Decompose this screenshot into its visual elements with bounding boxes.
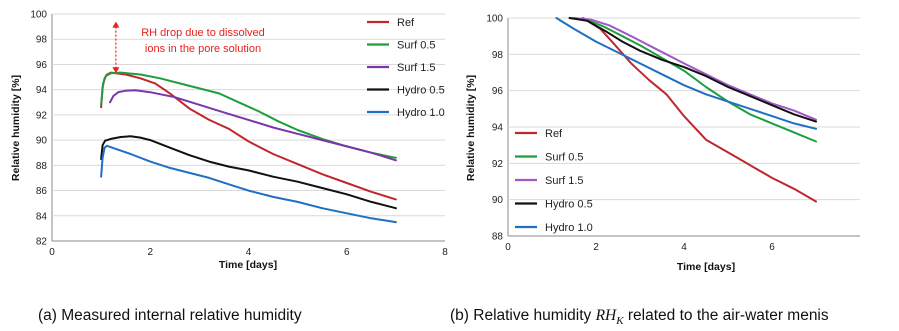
chart-a-y-tick-94: 94 [36, 85, 48, 96]
chart-b-legend-label-ref: Ref [545, 128, 563, 140]
chart-a-legend-label-hydro-1-0: Hydro 1.0 [397, 107, 445, 119]
chart-a-x-label: Time [days] [219, 259, 277, 271]
chart-b-x-tick-0: 0 [505, 242, 511, 253]
chart-a-y-tick-100: 100 [30, 10, 47, 21]
chart-a-y-tick-88: 88 [36, 161, 48, 172]
caption-a: (a) Measured internal relative humidity [38, 307, 302, 324]
chart-b-y-tick-100: 100 [486, 14, 503, 25]
chart-a-x-tick-2: 2 [147, 247, 153, 258]
chart-b-legend-label-hydro-1-0: Hydro 1.0 [545, 222, 593, 234]
chart-a-y-tick-90: 90 [36, 136, 48, 147]
chart-a-y-tick-84: 84 [36, 211, 48, 222]
chart-b-y-label: Relative humidity [%] [465, 75, 477, 181]
chart-a-series-hydro-1-0 [100, 144, 397, 224]
chart-b-x-label: Time [days] [677, 261, 735, 273]
chart-a-legend-label-hydro-0-5: Hydro 0.5 [397, 85, 445, 97]
chart-b-legend-label-surf-1-5: Surf 1.5 [545, 175, 584, 187]
chart-b-series-hydro-1-0 [555, 17, 817, 130]
chart-a-legend-label-ref: Ref [397, 17, 415, 29]
chart-b: 88 90 92 94 96 98 100 0 2 4 6 Ref Surf 0.5 Surf 1.5 H… [465, 14, 860, 273]
caption-b-prefix: (b) Relative humidity [450, 307, 596, 324]
chart-b-y-tick-98: 98 [492, 50, 504, 61]
chart-b-x-tick-2: 2 [593, 242, 599, 253]
annotation-arrowhead-up [112, 21, 120, 28]
chart-b-series-ref [581, 17, 817, 203]
caption-b: (b) Relative humidity RHK related to the… [450, 307, 829, 327]
chart-a-x-tick-6: 6 [344, 247, 350, 258]
chart-a-y-tick-82: 82 [36, 237, 48, 248]
chart-b-series-surf-1-5 [573, 17, 817, 121]
chart-b-series-hydro-0-5 [568, 17, 817, 123]
chart-b-y-tick-96: 96 [492, 86, 504, 97]
chart-a-y-tick-86: 86 [36, 186, 48, 197]
caption-b-subscript: K [615, 315, 624, 327]
chart-a-y-tick-92: 92 [36, 110, 48, 121]
chart-a-y-tick-96: 96 [36, 60, 48, 71]
chart-b-y-tick-94: 94 [492, 123, 504, 134]
chart-b-y-tick-92: 92 [492, 159, 504, 170]
chart-a-series-hydro-0-5 [100, 135, 397, 210]
chart-b-series-surf-0-5 [568, 17, 817, 143]
chart-b-legend-label-hydro-0-5: Hydro 0.5 [545, 199, 593, 211]
chart-a-x-tick-8: 8 [442, 247, 448, 258]
chart-b-y-tick-90: 90 [492, 195, 504, 206]
chart-b-legend-label-surf-0-5: Surf 0.5 [545, 152, 584, 164]
caption-b-rh: RH [595, 307, 617, 324]
chart-b-y-tick-88: 88 [492, 232, 504, 243]
annotation-line-2: ions in the pore solution [145, 43, 261, 55]
caption-b-suffix: related to the air-water menis [624, 307, 829, 324]
chart-a-series-surf-1-5 [109, 89, 397, 162]
annotation-arrowhead-down [112, 67, 120, 74]
annotation-line-1: RH drop due to dissolved [141, 27, 265, 39]
chart-a-legend-label-surf-1-5: Surf 1.5 [397, 62, 436, 74]
chart-b-x-tick-6: 6 [769, 242, 775, 253]
chart-a-x-tick-4: 4 [246, 247, 252, 258]
chart-a-y-tick-98: 98 [36, 35, 48, 46]
chart-b-x-tick-4: 4 [681, 242, 687, 253]
chart-a-x-tick-0: 0 [49, 247, 55, 258]
chart-a-y-label: Relative humidity [%] [10, 75, 22, 181]
chart-a-legend-label-surf-0-5: Surf 0.5 [397, 40, 436, 52]
chart-a: 82 84 86 88 90 92 94 96 98 100 0 2 4 6 8 Ref Surf 0.5 Su… [10, 10, 448, 272]
